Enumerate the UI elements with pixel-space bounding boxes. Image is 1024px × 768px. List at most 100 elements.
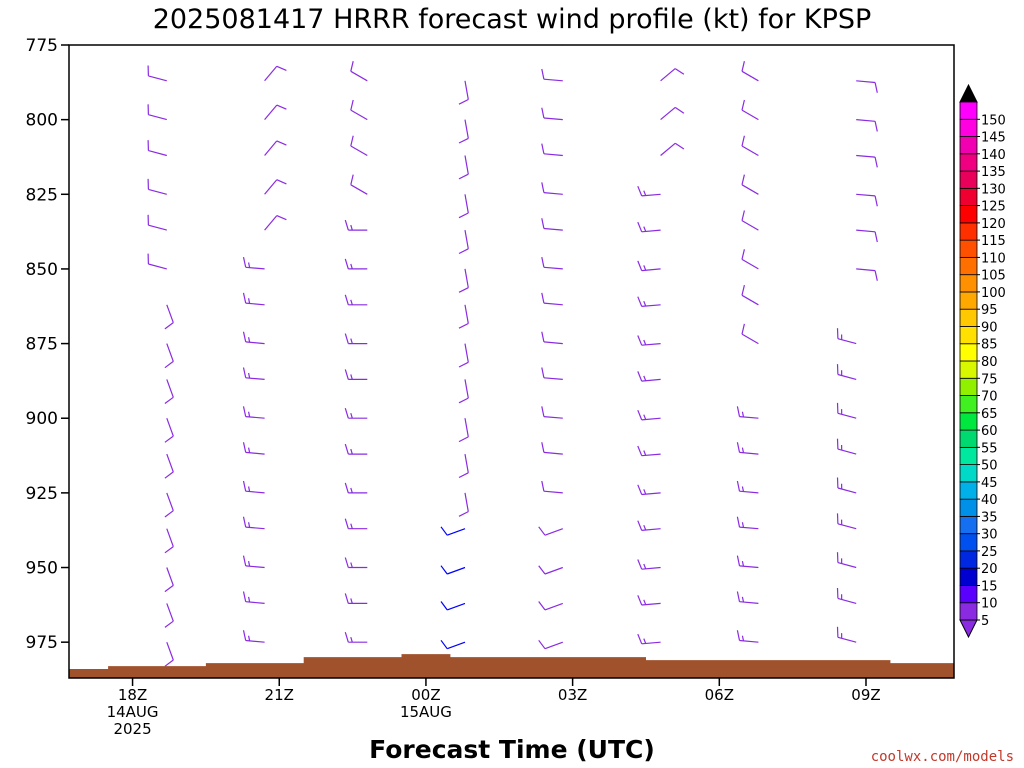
wind-barb [147,178,167,195]
wind-barb [637,221,661,233]
wind-barb [660,106,685,121]
colorbar-max-arrow [959,83,978,103]
colorbar-swatch [959,550,978,569]
colorbar-swatch [959,274,978,293]
wind-barb [242,367,265,380]
wind-barb [69,342,70,344]
wind-barb [637,409,661,421]
colorbar-tick-label: 140 [981,148,1006,163]
y-tick-label: 925 [26,484,58,504]
wind-barb [541,367,563,380]
wind-barb [736,630,759,643]
credit-text: coolwx.com/models [871,749,1014,765]
wind-barb [741,174,759,195]
colorbar-tick-label: 75 [981,372,998,387]
wind-barb [242,406,265,419]
colorbar-tick-label: 45 [981,476,998,491]
wind-barb [836,513,857,530]
wind-barb [741,135,759,157]
wind-barb [264,140,287,156]
wind-barb [69,491,70,493]
colorbar-swatch [959,585,978,604]
wind-barb [458,155,469,180]
wind-barb [836,552,857,569]
wind-barb [164,641,174,667]
wind-barb [541,68,563,82]
colorbar-tick-label: 85 [981,338,998,353]
colorbar-swatch [959,308,978,327]
wind-barb [69,602,70,604]
colorbar-tick-label: 100 [981,286,1006,301]
wind-barb [164,528,174,554]
barbs-layer [69,45,954,667]
wind-barb [344,482,368,494]
wind-barb [350,135,368,157]
colorbar-tick-label: 5 [981,614,989,629]
colorbar-swatch [959,602,978,621]
wind-barb [836,477,857,494]
colorbar-swatch [959,464,978,483]
wind-barb [458,418,469,443]
x-tick-label: 00Z [411,686,440,704]
colorbar-tick-label: 40 [981,493,998,508]
wind-barb [741,210,759,231]
wind-barb [147,214,167,231]
colorbar-swatch [959,170,978,189]
wind-barb [242,442,265,455]
colorbar-swatch [959,412,978,431]
colorbar-tick-label: 130 [981,182,1006,197]
wind-barb [541,182,563,195]
wind-barb [458,119,469,144]
wind-barb [344,219,368,231]
wind-barb [741,61,759,82]
wind-barb [637,559,661,570]
wind-barb [458,229,469,255]
colorbar-tick-label: 50 [981,459,998,474]
wind-barb [344,632,368,643]
wind-barb [344,557,368,569]
wind-barb [69,641,70,643]
wind-barb [736,442,759,455]
wind-barb [541,218,563,231]
wind-barb [736,591,759,604]
y-tick-label: 975 [26,633,58,653]
wind-barb [741,249,759,270]
wind-barb [741,323,759,345]
wind-barb [242,292,265,306]
x-tick-label: 21Z [265,686,294,704]
wind-barb [264,65,287,82]
wind-barb [440,526,466,536]
wind-barb [147,65,167,82]
wind-barb [856,80,878,93]
y-tick-label: 950 [26,559,58,579]
colorbar-tick-label: 55 [981,441,998,456]
wind-barb [637,335,661,346]
colorbar-tick-label: 10 [981,597,998,612]
colorbar-swatch [959,291,978,310]
colorbar-tick-label: 65 [981,407,998,422]
colorbar-tick-label: 145 [981,131,1006,146]
wind-barb [164,567,174,593]
colorbar-swatch [959,343,978,362]
y-tick-label: 775 [26,36,58,56]
x-axis-label: Forecast Time (UTC) [369,735,655,764]
wind-barb [458,268,469,293]
wind-barb [856,119,878,132]
wind-barb [458,379,469,404]
wind-barb [164,343,174,369]
wind-barb [344,408,368,419]
colorbar-swatch [959,567,978,586]
wind-barb [637,260,661,272]
wind-barb [637,520,661,531]
wind-barb [736,555,759,569]
wind-barb [147,104,167,121]
wind-barb [541,256,563,270]
wind-barb [538,601,564,611]
colorbar-swatch [959,222,978,241]
wind-barb [637,595,661,606]
wind-barb [741,284,759,306]
wind-barb [164,492,174,518]
colorbar-swatch [959,136,978,155]
wind-barb [440,565,466,575]
wind-barb [836,364,857,380]
